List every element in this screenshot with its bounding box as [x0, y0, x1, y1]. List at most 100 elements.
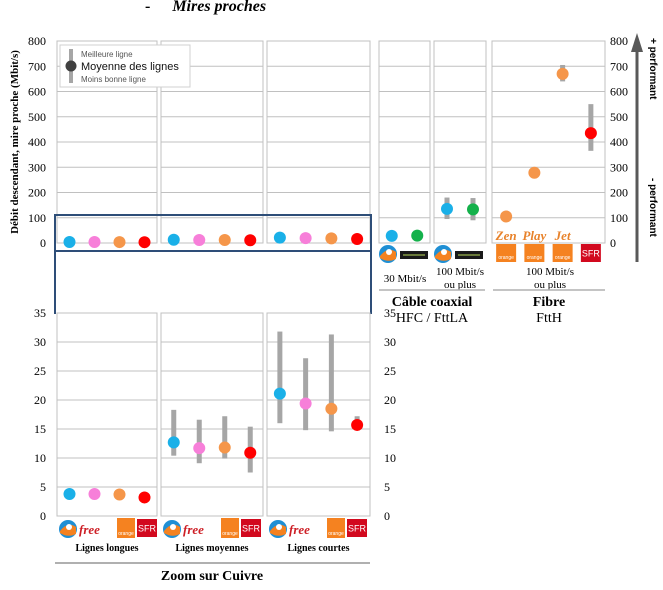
orange-logo-text: orange	[555, 255, 571, 261]
right-y-tick-label: 0	[610, 236, 616, 250]
zoom-right-y-tick-label: 25	[384, 364, 396, 378]
bouygues-logo-swoosh	[380, 249, 396, 261]
range-bar	[171, 409, 177, 456]
copper-group-label: Lignes moyennes	[175, 543, 248, 554]
y-tick-label: 500	[28, 110, 46, 124]
data-point-sfr	[351, 418, 364, 431]
sfr-logo-text: SFR	[138, 524, 157, 534]
data-point-sfr	[138, 491, 151, 504]
zoom-connector	[54, 251, 372, 314]
data-point-orange-play	[528, 166, 541, 179]
copper-section-label: Zoom sur Cuivre	[161, 569, 263, 584]
data-point-bouygues	[167, 436, 180, 449]
data-point-bouygues	[273, 387, 286, 400]
right-y-tick-label: 700	[610, 59, 628, 73]
right-y-tick-label: 600	[610, 85, 628, 99]
zoom-y-tick-label: 10	[34, 451, 46, 465]
zoom-y-tick-label: 25	[34, 364, 46, 378]
panel-frame	[56, 312, 158, 517]
zoom-right-y-tick-label: 20	[384, 393, 396, 407]
zoom-y-tick-label: 35	[34, 306, 46, 320]
free-logo: free	[183, 522, 204, 537]
data-point-bouygues	[63, 487, 76, 500]
cable-30-label: 30 Mbit/s	[384, 273, 426, 285]
bouygues-logo-dot	[276, 524, 282, 530]
zoom-y-tick-label: 15	[34, 422, 46, 436]
data-point-orange	[325, 232, 338, 245]
range-bar	[196, 419, 202, 464]
data-point-numericable	[411, 229, 424, 242]
arrow-bottom-label: - performant	[647, 178, 658, 238]
copper-group-label: Lignes courtes	[288, 543, 350, 554]
data-point-sfr	[244, 446, 257, 459]
sfr-logo-text: SFR	[348, 524, 367, 534]
zoom-right-y-tick-label: 0	[384, 509, 390, 523]
fibre-offer-label: Play	[522, 228, 546, 243]
cable-subsection-label: HFC / FttLA	[396, 311, 469, 326]
free-logo: free	[289, 522, 310, 537]
panel-frame	[56, 40, 158, 244]
panel-frame	[160, 40, 264, 244]
data-point-bouygues	[167, 233, 180, 246]
data-point-free	[299, 397, 312, 410]
legend-box	[59, 44, 191, 88]
bouygues-logo-dot	[170, 524, 176, 530]
sfr-logo-text: SFR	[242, 524, 261, 534]
orange-logo-text: orange	[118, 531, 134, 537]
y-tick-label: 700	[28, 59, 46, 73]
data-point-free	[88, 236, 101, 249]
data-point-orange	[113, 236, 126, 249]
panel-frame	[378, 40, 431, 244]
cable-100-label-line2: ou plus	[444, 279, 476, 291]
right-y-tick-label: 800	[610, 34, 628, 48]
data-point-orange-jet	[556, 67, 569, 80]
fibre-offer-label: Jet	[554, 228, 571, 243]
data-point-bouygues	[63, 236, 76, 249]
zoom-y-tick-label: 20	[34, 393, 46, 407]
sfr-logo-icon	[241, 519, 261, 537]
free-logo: free	[79, 522, 100, 537]
arrow-head-icon	[631, 33, 643, 52]
orange-logo-icon	[327, 518, 345, 538]
orange-logo-text: orange	[222, 531, 238, 537]
zoom-right-y-tick-label: 15	[384, 422, 396, 436]
bouygues-logo-dot	[386, 249, 392, 255]
sfr-logo-icon	[580, 244, 601, 262]
right-y-tick-label: 400	[610, 135, 628, 149]
zoom-region-frame	[54, 214, 372, 252]
orange-logo-icon	[117, 518, 135, 538]
zoom-y-tick-label: 30	[34, 335, 46, 349]
orange-logo-icon	[496, 244, 517, 262]
data-point-orange	[218, 441, 231, 454]
sfr-logo-icon	[137, 519, 157, 537]
y-tick-label: 100	[28, 211, 46, 225]
data-point-orange	[218, 234, 231, 247]
y-tick-label: 400	[28, 135, 46, 149]
data-point-bouygues	[385, 229, 398, 242]
cable-100-label-line1: 100 Mbit/s	[436, 266, 484, 278]
range-bar	[222, 416, 228, 459]
orange-logo-text: orange	[498, 255, 514, 261]
fibre-speed-label-line2: ou plus	[534, 279, 566, 291]
zoom-right-y-tick-label: 30	[384, 335, 396, 349]
arrow-top-label: + performant	[647, 38, 658, 100]
data-point-bouygues	[273, 231, 286, 244]
sfr-logo-icon	[347, 519, 367, 537]
data-point-free	[193, 442, 206, 455]
fibre-section-label: Fibre	[533, 295, 565, 310]
right-y-tick-label: 100	[610, 211, 628, 225]
y-tick-label: 300	[28, 160, 46, 174]
data-point-sfr	[244, 234, 257, 247]
orange-logo-icon	[524, 244, 545, 262]
right-y-tick-label: 300	[610, 160, 628, 174]
right-y-tick-label: 500	[610, 110, 628, 124]
range-bar	[328, 334, 334, 432]
sfr-logo-text: SFR	[582, 249, 601, 259]
panel-frame	[491, 40, 606, 244]
data-point-sfr	[351, 233, 364, 246]
zoom-right-y-tick-label: 35	[384, 306, 396, 320]
legend-worst-label: Moins bonne ligne	[81, 75, 146, 84]
legend-best-label: Meilleure ligne	[81, 50, 133, 59]
zoom-y-tick-label: 0	[40, 509, 46, 523]
